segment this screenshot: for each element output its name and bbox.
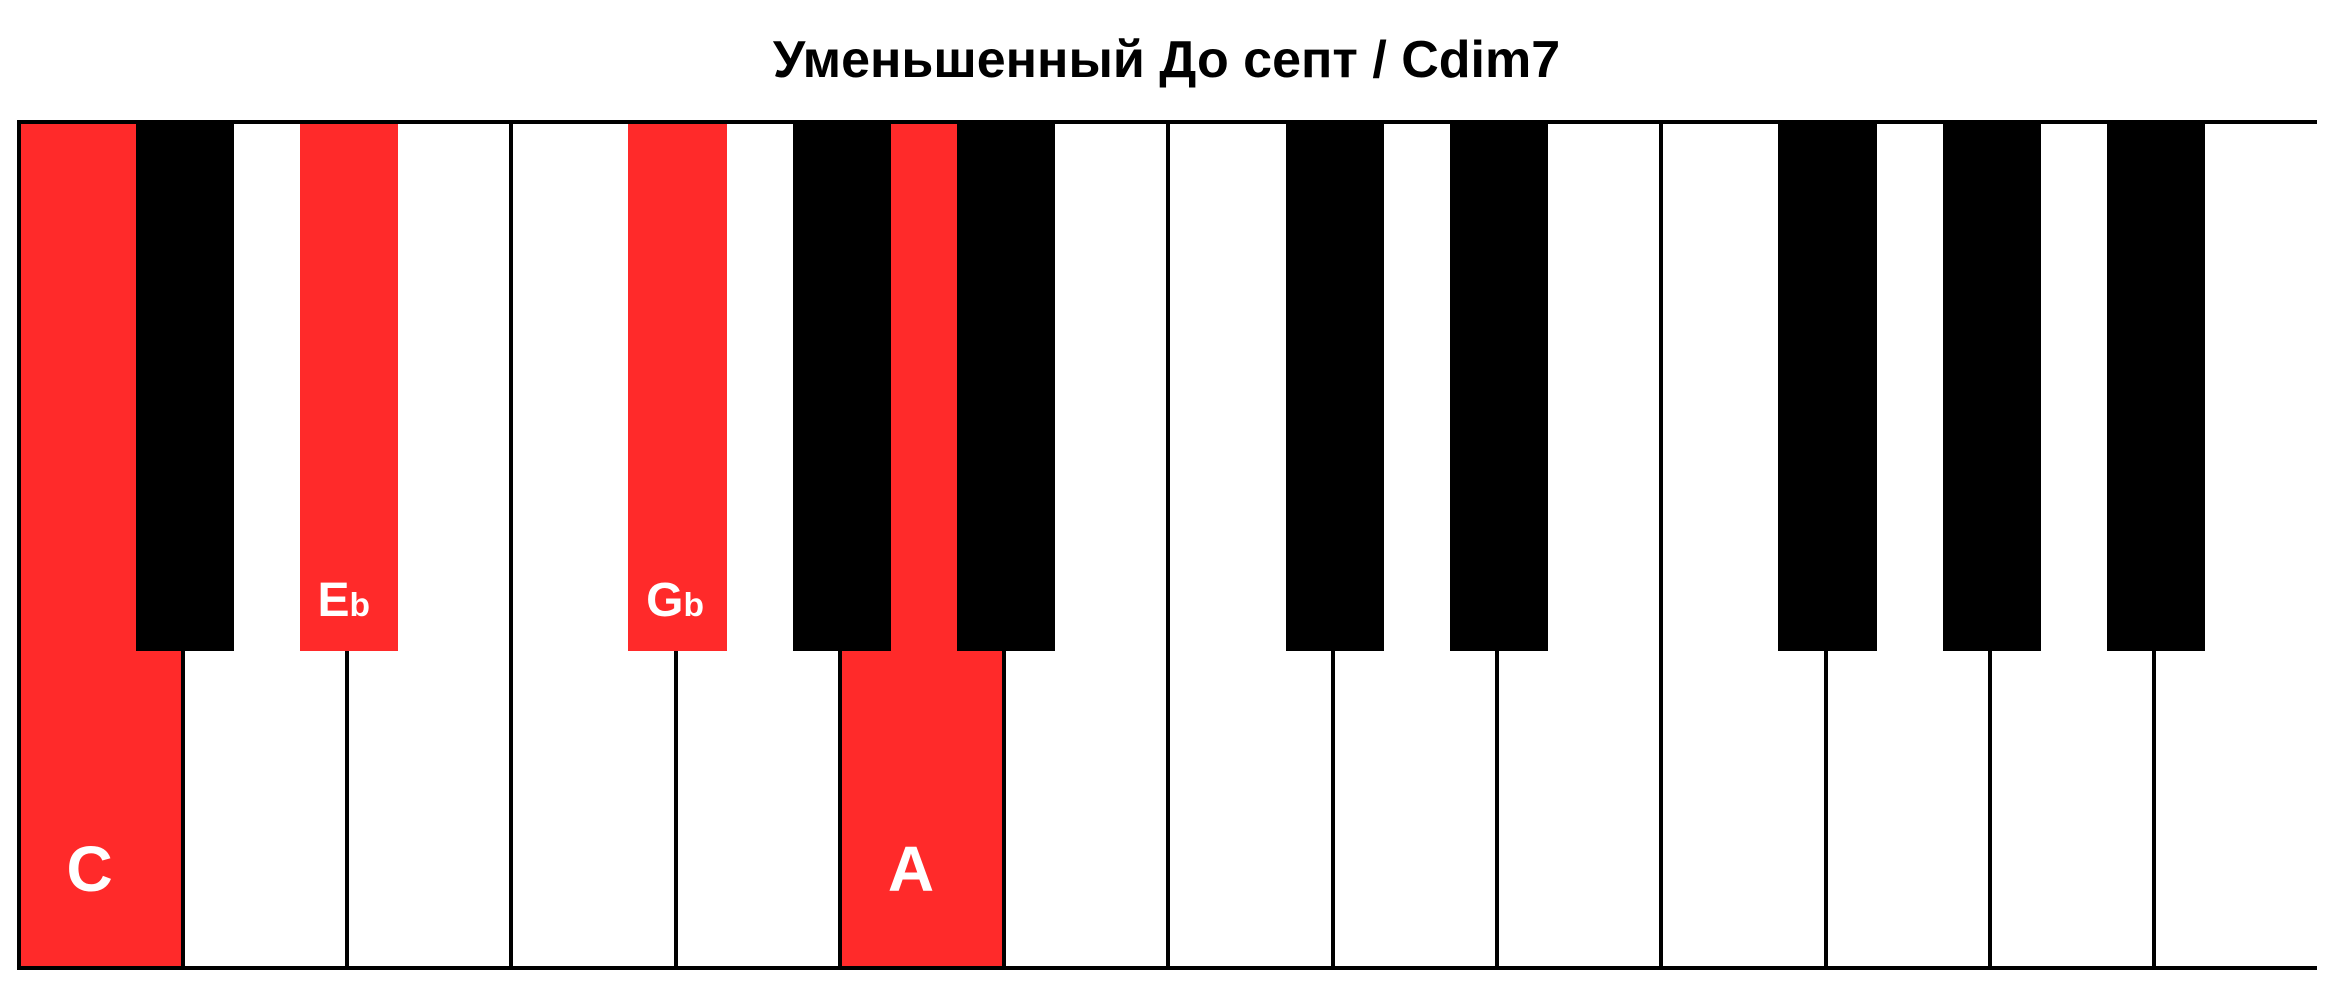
- piano-keyboard: C A Eb Gb: [17, 120, 2317, 970]
- black-key-db-7: [1286, 124, 1385, 651]
- key-label-gb: Gb: [646, 573, 704, 628]
- key-label-c: C: [67, 832, 113, 906]
- black-key-gb-10: [1778, 124, 1877, 651]
- black-key-eb-8: [1450, 124, 1549, 651]
- black-key-eb-1: [300, 124, 399, 651]
- chord-title: Уменьшенный До септ / Cdim7: [773, 30, 1560, 90]
- black-key-db-0: [136, 124, 235, 651]
- black-key-bb-12: [2107, 124, 2206, 651]
- black-key-gb-3: [628, 124, 727, 651]
- key-label-eb: Eb: [318, 573, 371, 628]
- black-key-ab-11: [1943, 124, 2042, 651]
- black-key-ab-4: [793, 124, 892, 651]
- key-label-a: A: [888, 832, 934, 906]
- black-key-bb-5: [957, 124, 1056, 651]
